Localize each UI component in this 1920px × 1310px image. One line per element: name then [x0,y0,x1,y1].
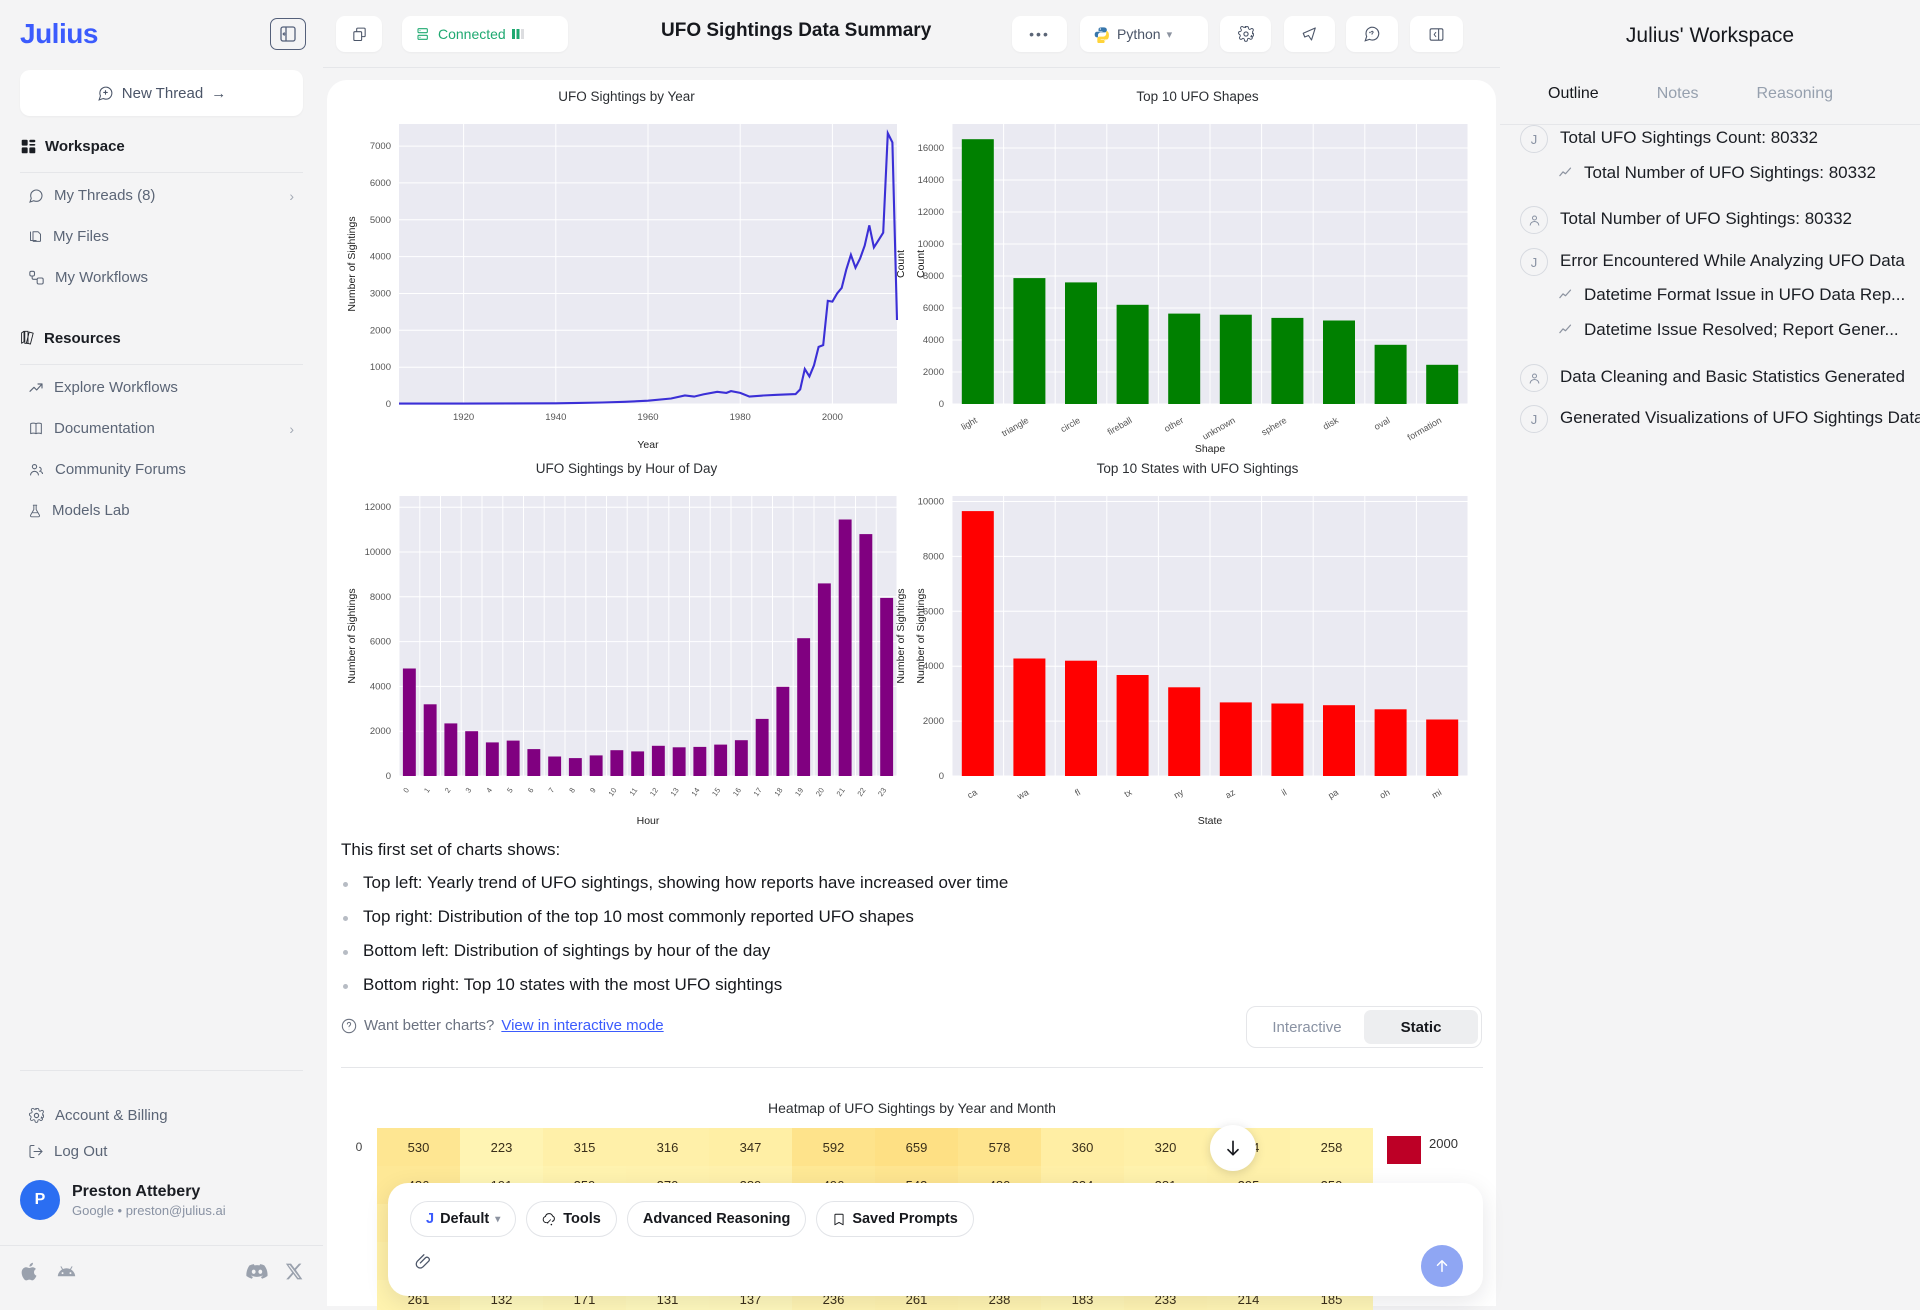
svg-text:1920: 1920 [453,412,474,423]
svg-text:fl: fl [1073,787,1082,798]
svg-text:11: 11 [627,786,639,798]
svg-text:ny: ny [1172,787,1186,801]
svg-text:16: 16 [731,786,743,798]
svg-text:17: 17 [752,786,764,798]
svg-text:Number of Sightings: Number of Sightings [346,588,358,683]
svg-text:Number of Sightings: Number of Sightings [915,588,927,683]
svg-text:2: 2 [443,786,453,795]
svg-text:10: 10 [606,786,618,798]
svg-text:tx: tx [1123,787,1134,799]
svg-text:14000: 14000 [918,175,944,186]
svg-text:light: light [959,415,979,432]
svg-text:2000: 2000 [370,726,391,737]
svg-text:oh: oh [1378,787,1392,801]
svg-text:10000: 10000 [365,547,391,558]
svg-text:il: il [1280,787,1288,798]
svg-text:10000: 10000 [918,497,944,508]
svg-text:0: 0 [401,786,411,795]
svg-text:Count: Count [915,250,927,278]
svg-text:pa: pa [1326,787,1340,801]
svg-text:8000: 8000 [370,592,391,603]
svg-text:fireball: fireball [1106,415,1134,437]
svg-text:disk: disk [1321,415,1340,432]
svg-text:7: 7 [546,786,556,795]
svg-text:1000: 1000 [370,362,391,373]
svg-text:8: 8 [567,786,577,795]
svg-text:20: 20 [814,786,826,798]
svg-text:mi: mi [1430,787,1443,800]
svg-text:0: 0 [939,771,944,782]
svg-text:0: 0 [939,399,944,410]
svg-text:23: 23 [876,786,888,798]
svg-text:1980: 1980 [730,412,751,423]
svg-text:18: 18 [772,786,784,798]
svg-text:16000: 16000 [918,143,944,154]
svg-text:State: State [1198,815,1223,826]
svg-text:circle: circle [1059,415,1082,434]
svg-text:12000: 12000 [918,207,944,218]
svg-text:Number of Sightings: Number of Sightings [346,216,358,311]
svg-text:6000: 6000 [370,637,391,648]
svg-text:2000: 2000 [923,367,944,378]
svg-text:21: 21 [835,786,847,798]
svg-text:sphere: sphere [1260,415,1289,437]
svg-text:14: 14 [689,786,701,798]
svg-text:triangle: triangle [1000,415,1031,438]
svg-text:1940: 1940 [545,412,566,423]
svg-text:2000: 2000 [822,412,843,423]
svg-text:22: 22 [855,786,867,798]
svg-text:5000: 5000 [370,215,391,226]
svg-text:8000: 8000 [923,551,944,562]
svg-text:2000: 2000 [923,716,944,727]
svg-text:other: other [1162,415,1185,434]
svg-text:wa: wa [1015,787,1031,802]
svg-text:Shape: Shape [1195,443,1226,454]
svg-text:15: 15 [710,786,722,798]
svg-text:Hour: Hour [637,815,660,826]
svg-text:Number of Sightings: Number of Sightings [895,588,907,683]
svg-text:6000: 6000 [370,178,391,189]
svg-text:13: 13 [669,786,681,798]
svg-text:3: 3 [463,786,473,795]
svg-text:2000: 2000 [370,325,391,336]
svg-text:unknown: unknown [1201,415,1237,442]
svg-text:0: 0 [386,771,391,782]
svg-text:Year: Year [637,439,659,451]
svg-text:3000: 3000 [370,289,391,300]
svg-text:1: 1 [422,786,432,795]
svg-text:4000: 4000 [370,681,391,692]
svg-text:6000: 6000 [923,303,944,314]
svg-text:formation: formation [1406,415,1444,442]
svg-text:4000: 4000 [370,252,391,263]
svg-text:10000: 10000 [918,239,944,250]
svg-text:4000: 4000 [923,335,944,346]
svg-text:1960: 1960 [637,412,658,423]
svg-text:0: 0 [386,399,391,410]
svg-text:az: az [1224,787,1238,801]
svg-text:12: 12 [648,786,660,798]
svg-text:19: 19 [793,786,805,798]
svg-text:6: 6 [526,786,536,795]
svg-text:9: 9 [588,786,598,795]
svg-text:4: 4 [484,786,494,795]
svg-text:7000: 7000 [370,141,391,152]
svg-text:oval: oval [1372,415,1391,432]
svg-text:5: 5 [505,786,515,795]
svg-text:Count: Count [895,250,907,278]
svg-text:12000: 12000 [365,502,391,513]
svg-text:ca: ca [966,787,979,800]
